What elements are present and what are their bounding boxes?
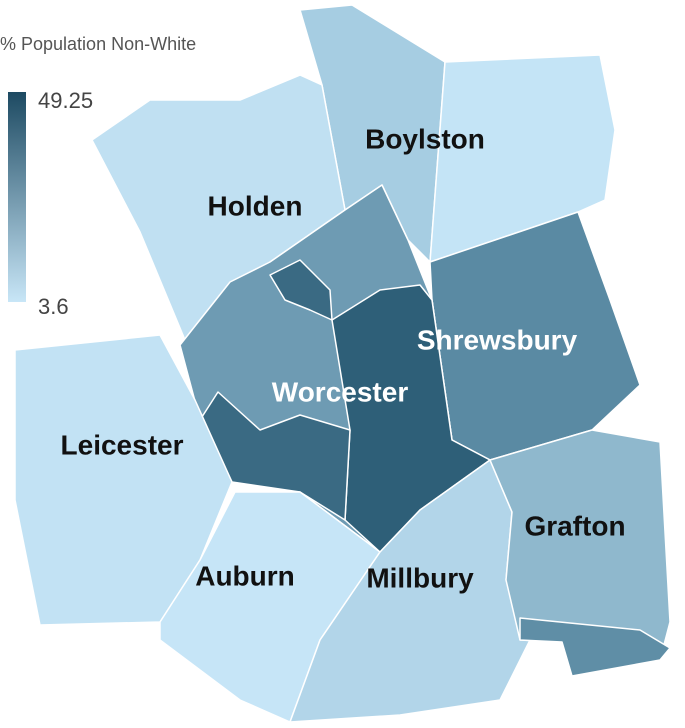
town-label: Shrewsbury <box>417 324 578 355</box>
towns <box>14 4 671 723</box>
town-labels: Boylston Holden Shrewsbury Worcester Lei… <box>61 123 626 593</box>
town-label: Holden <box>208 190 303 221</box>
town-label: Leicester <box>61 429 184 460</box>
legend-max: 49.25 <box>38 88 93 113</box>
region-grafton-south <box>519 617 671 677</box>
town-label: Boylston <box>365 123 485 154</box>
town-label: Auburn <box>195 560 295 591</box>
region-worcester-south <box>199 391 351 521</box>
town-label: Millbury <box>366 562 474 593</box>
town-label: Grafton <box>524 510 625 541</box>
legend-gradient <box>8 92 26 302</box>
legend: % Population Non-White 49.25 3.6 <box>0 34 196 319</box>
town-label: Worcester <box>272 376 409 407</box>
legend-min: 3.6 <box>38 294 69 319</box>
legend-title: % Population Non-White <box>0 34 196 54</box>
region-worcester-north <box>269 259 333 321</box>
